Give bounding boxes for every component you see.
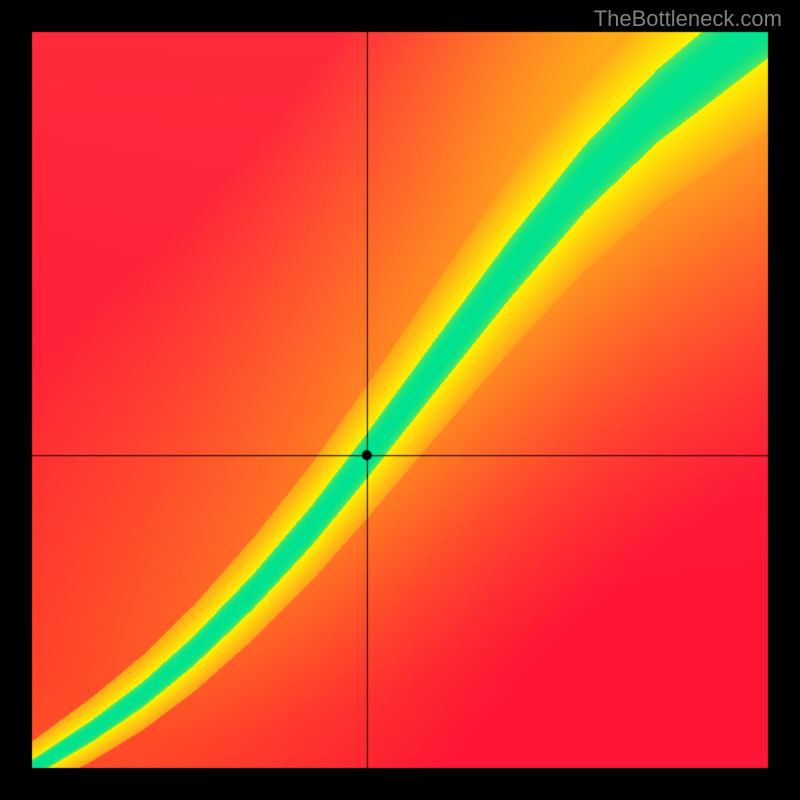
chart-container: TheBottleneck.com — [0, 0, 800, 800]
watermark-text: TheBottleneck.com — [594, 6, 782, 32]
bottleneck-heatmap — [0, 0, 800, 800]
